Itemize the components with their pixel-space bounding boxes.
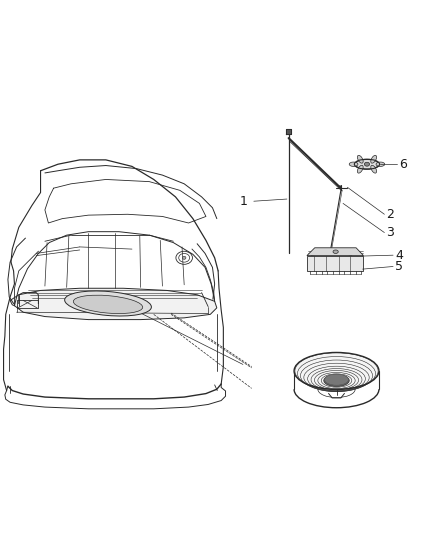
Ellipse shape (357, 155, 363, 163)
Ellipse shape (183, 256, 186, 260)
Polygon shape (286, 128, 291, 134)
Ellipse shape (324, 375, 349, 386)
Polygon shape (307, 248, 364, 256)
Ellipse shape (333, 250, 338, 254)
Ellipse shape (355, 159, 379, 169)
Polygon shape (10, 288, 217, 320)
Ellipse shape (65, 291, 152, 316)
Ellipse shape (357, 165, 363, 173)
Ellipse shape (349, 162, 358, 166)
Text: 3: 3 (387, 226, 395, 239)
Text: 4: 4 (395, 249, 403, 262)
Ellipse shape (294, 352, 379, 390)
Polygon shape (307, 256, 364, 271)
Text: 1: 1 (240, 195, 247, 208)
Text: 6: 6 (399, 158, 407, 171)
Ellipse shape (325, 374, 348, 385)
Ellipse shape (364, 162, 370, 166)
Ellipse shape (376, 162, 385, 166)
Text: 2: 2 (387, 208, 395, 221)
Text: 5: 5 (395, 260, 403, 273)
Ellipse shape (73, 295, 143, 313)
Ellipse shape (371, 155, 377, 163)
Ellipse shape (371, 165, 377, 173)
